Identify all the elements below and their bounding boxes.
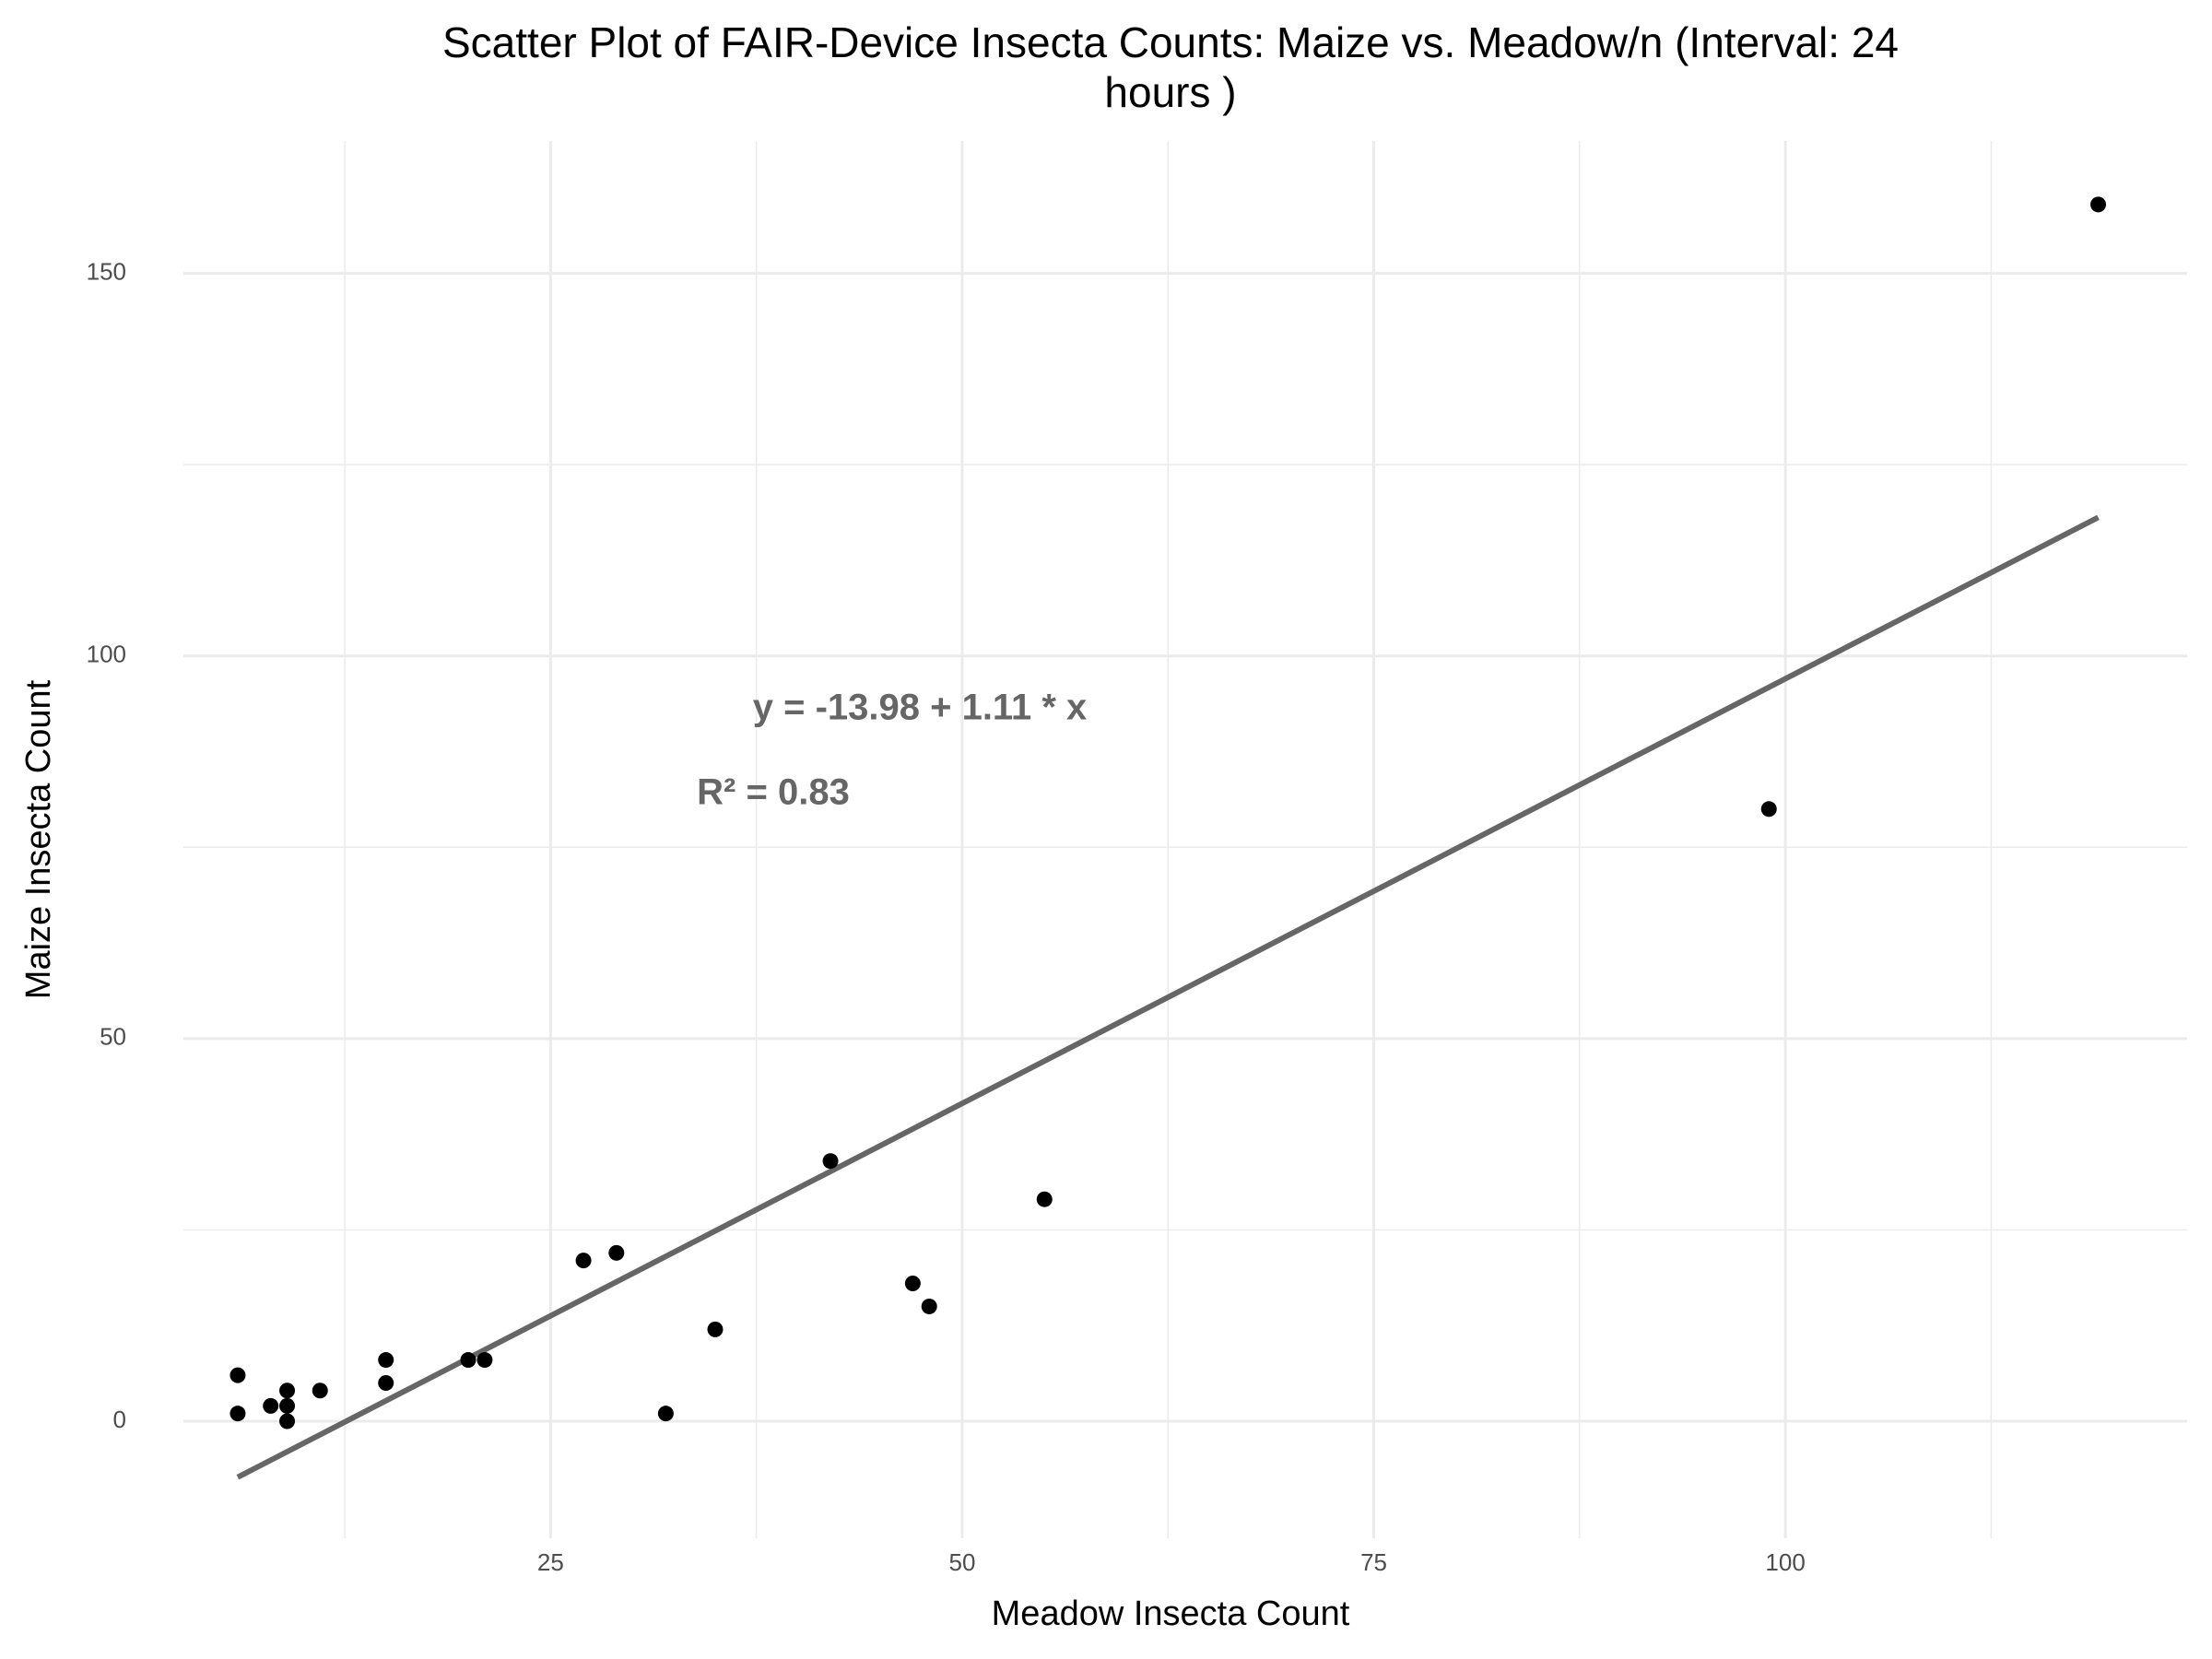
point [1036,1191,1053,1207]
point [822,1153,839,1170]
chart-title: Scatter Plot of FAIR-Device Insecta Coun… [442,18,1899,66]
point [904,1276,921,1292]
point [2090,196,2107,213]
point [279,1397,296,1414]
point [657,1406,674,1422]
point [378,1374,394,1391]
point [575,1253,592,1269]
point [312,1382,328,1399]
x-tick-label: 100 [1765,1548,1805,1576]
x-tick-label: 25 [537,1548,564,1576]
y-tick-label: 100 [87,641,126,668]
point [229,1406,246,1422]
point [921,1298,937,1314]
point [608,1244,625,1261]
x-tick-label: 50 [948,1548,975,1576]
y-tick-label: 0 [113,1406,126,1433]
point [707,1321,724,1337]
point [477,1352,493,1369]
point [229,1367,246,1383]
y-tick-label: 50 [100,1023,126,1051]
annotation: y = -13.98 + 1.11 * x [753,688,1088,728]
point [378,1352,394,1369]
point [279,1382,296,1399]
annotation: R² = 0.83 [697,772,850,813]
point [279,1413,296,1430]
fit-line [236,514,2100,1480]
y-tick-label: 150 [87,258,126,286]
x-tick-label: 75 [1360,1548,1387,1576]
point [263,1397,279,1414]
y-axis-label: Maize Insecta Count [19,679,58,999]
x-axis-label: Meadow Insecta Count [992,1594,1350,1633]
chart-title: hours ) [1104,68,1236,116]
point [460,1352,477,1369]
point [1760,801,1777,818]
